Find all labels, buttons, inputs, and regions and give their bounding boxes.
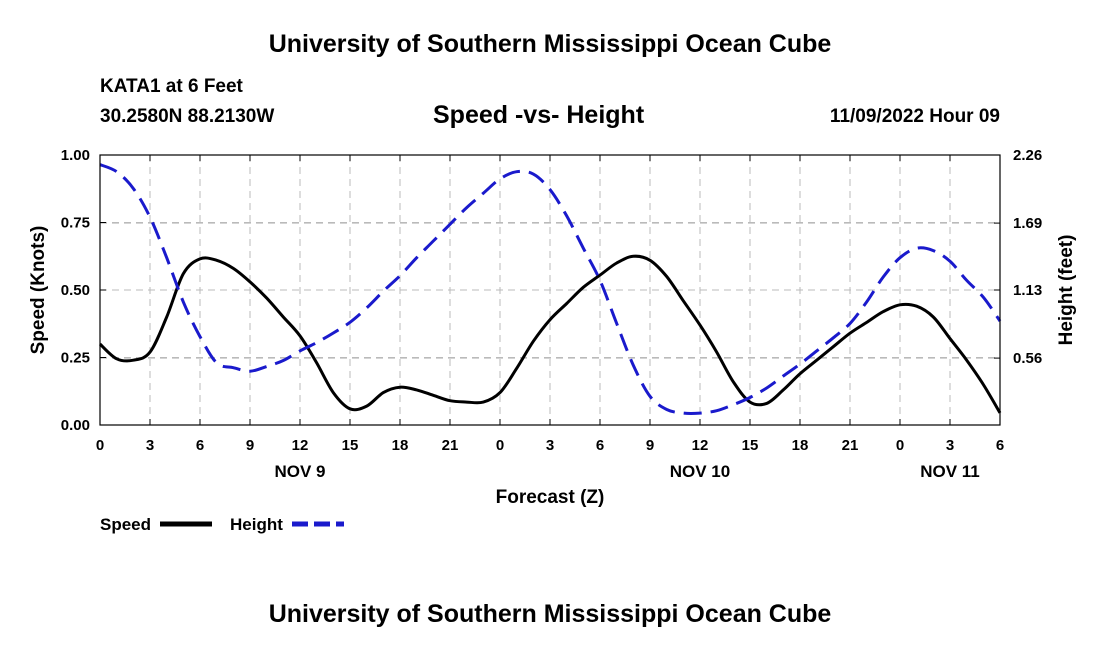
series-line-height	[99, 163, 1002, 415]
y-left-tick-label: 0.75	[61, 215, 90, 232]
day-label: NOV 11	[920, 462, 980, 481]
x-tick-label: 18	[792, 437, 809, 454]
station-coordinates: 30.2580N 88.2130W	[100, 106, 275, 127]
x-tick-label: 0	[96, 437, 104, 454]
day-label: NOV 10	[670, 462, 730, 481]
x-tick-label: 0	[496, 437, 504, 454]
y-right-axis-label: Height (feet)	[1056, 235, 1077, 346]
chart-title: Speed -vs- Height	[433, 101, 645, 129]
y-left-tick-label: 0.25	[61, 350, 90, 367]
x-tick-label: 9	[646, 437, 654, 454]
y-left-axis-label: Speed (Knots)	[28, 226, 49, 355]
top-title: University of Southern Mississippi Ocean…	[268, 30, 832, 58]
grid	[99, 154, 1001, 426]
x-tick-label: 3	[146, 437, 154, 454]
x-tick-label: 12	[292, 437, 309, 454]
bottom-title: University of Southern Mississippi Ocean…	[268, 600, 832, 628]
x-tick-label: 12	[692, 437, 709, 454]
x-tick-label: 3	[946, 437, 954, 454]
y-left-tick-label: 0.50	[61, 282, 90, 299]
x-tick-label: 21	[442, 437, 459, 454]
series-line-speed	[98, 254, 1002, 414]
x-tick-label: 18	[392, 437, 409, 454]
forecast-timestamp: 11/09/2022 Hour 09	[829, 106, 1000, 127]
x-tick-label: 0	[896, 437, 904, 454]
axes: 0 3 6 9 12 15 18 21 0 3 6 9 12 15 18 21 0 3 6 0.00 0.25 0.50 0…	[28, 147, 1077, 508]
y-right-tick-label: 1.69	[1013, 215, 1042, 232]
legend-label: Height	[230, 515, 283, 534]
legend: Speed Height	[100, 515, 344, 534]
x-tick-label: 3	[546, 437, 554, 454]
x-tick-label: 6	[996, 437, 1004, 454]
y-right-tick-label: 2.26	[1013, 147, 1042, 164]
x-tick-label: 6	[196, 437, 204, 454]
y-right-tick-label: 1.13	[1013, 282, 1042, 299]
day-label: NOV 9	[274, 462, 325, 481]
speed-height-chart: 0 3 6 9 12 15 18 21 0 3 6 9 12 15 18 21 0 3 6 0.00 0.25 0.50 0…	[28, 147, 1077, 534]
y-left-tick-label: 1.00	[61, 147, 90, 164]
x-tick-label: 9	[246, 437, 254, 454]
station-name: KATA1 at 6 Feet	[100, 76, 243, 97]
x-tick-label: 15	[342, 437, 359, 454]
x-tick-label: 15	[742, 437, 759, 454]
x-tick-label: 6	[596, 437, 604, 454]
legend-label: Speed	[100, 515, 151, 534]
series	[98, 163, 1002, 415]
y-right-tick-label: 0.56	[1013, 350, 1042, 367]
y-left-tick-label: 0.00	[61, 417, 90, 434]
x-axis-label: Forecast (Z)	[496, 487, 605, 508]
x-tick-label: 21	[842, 437, 859, 454]
